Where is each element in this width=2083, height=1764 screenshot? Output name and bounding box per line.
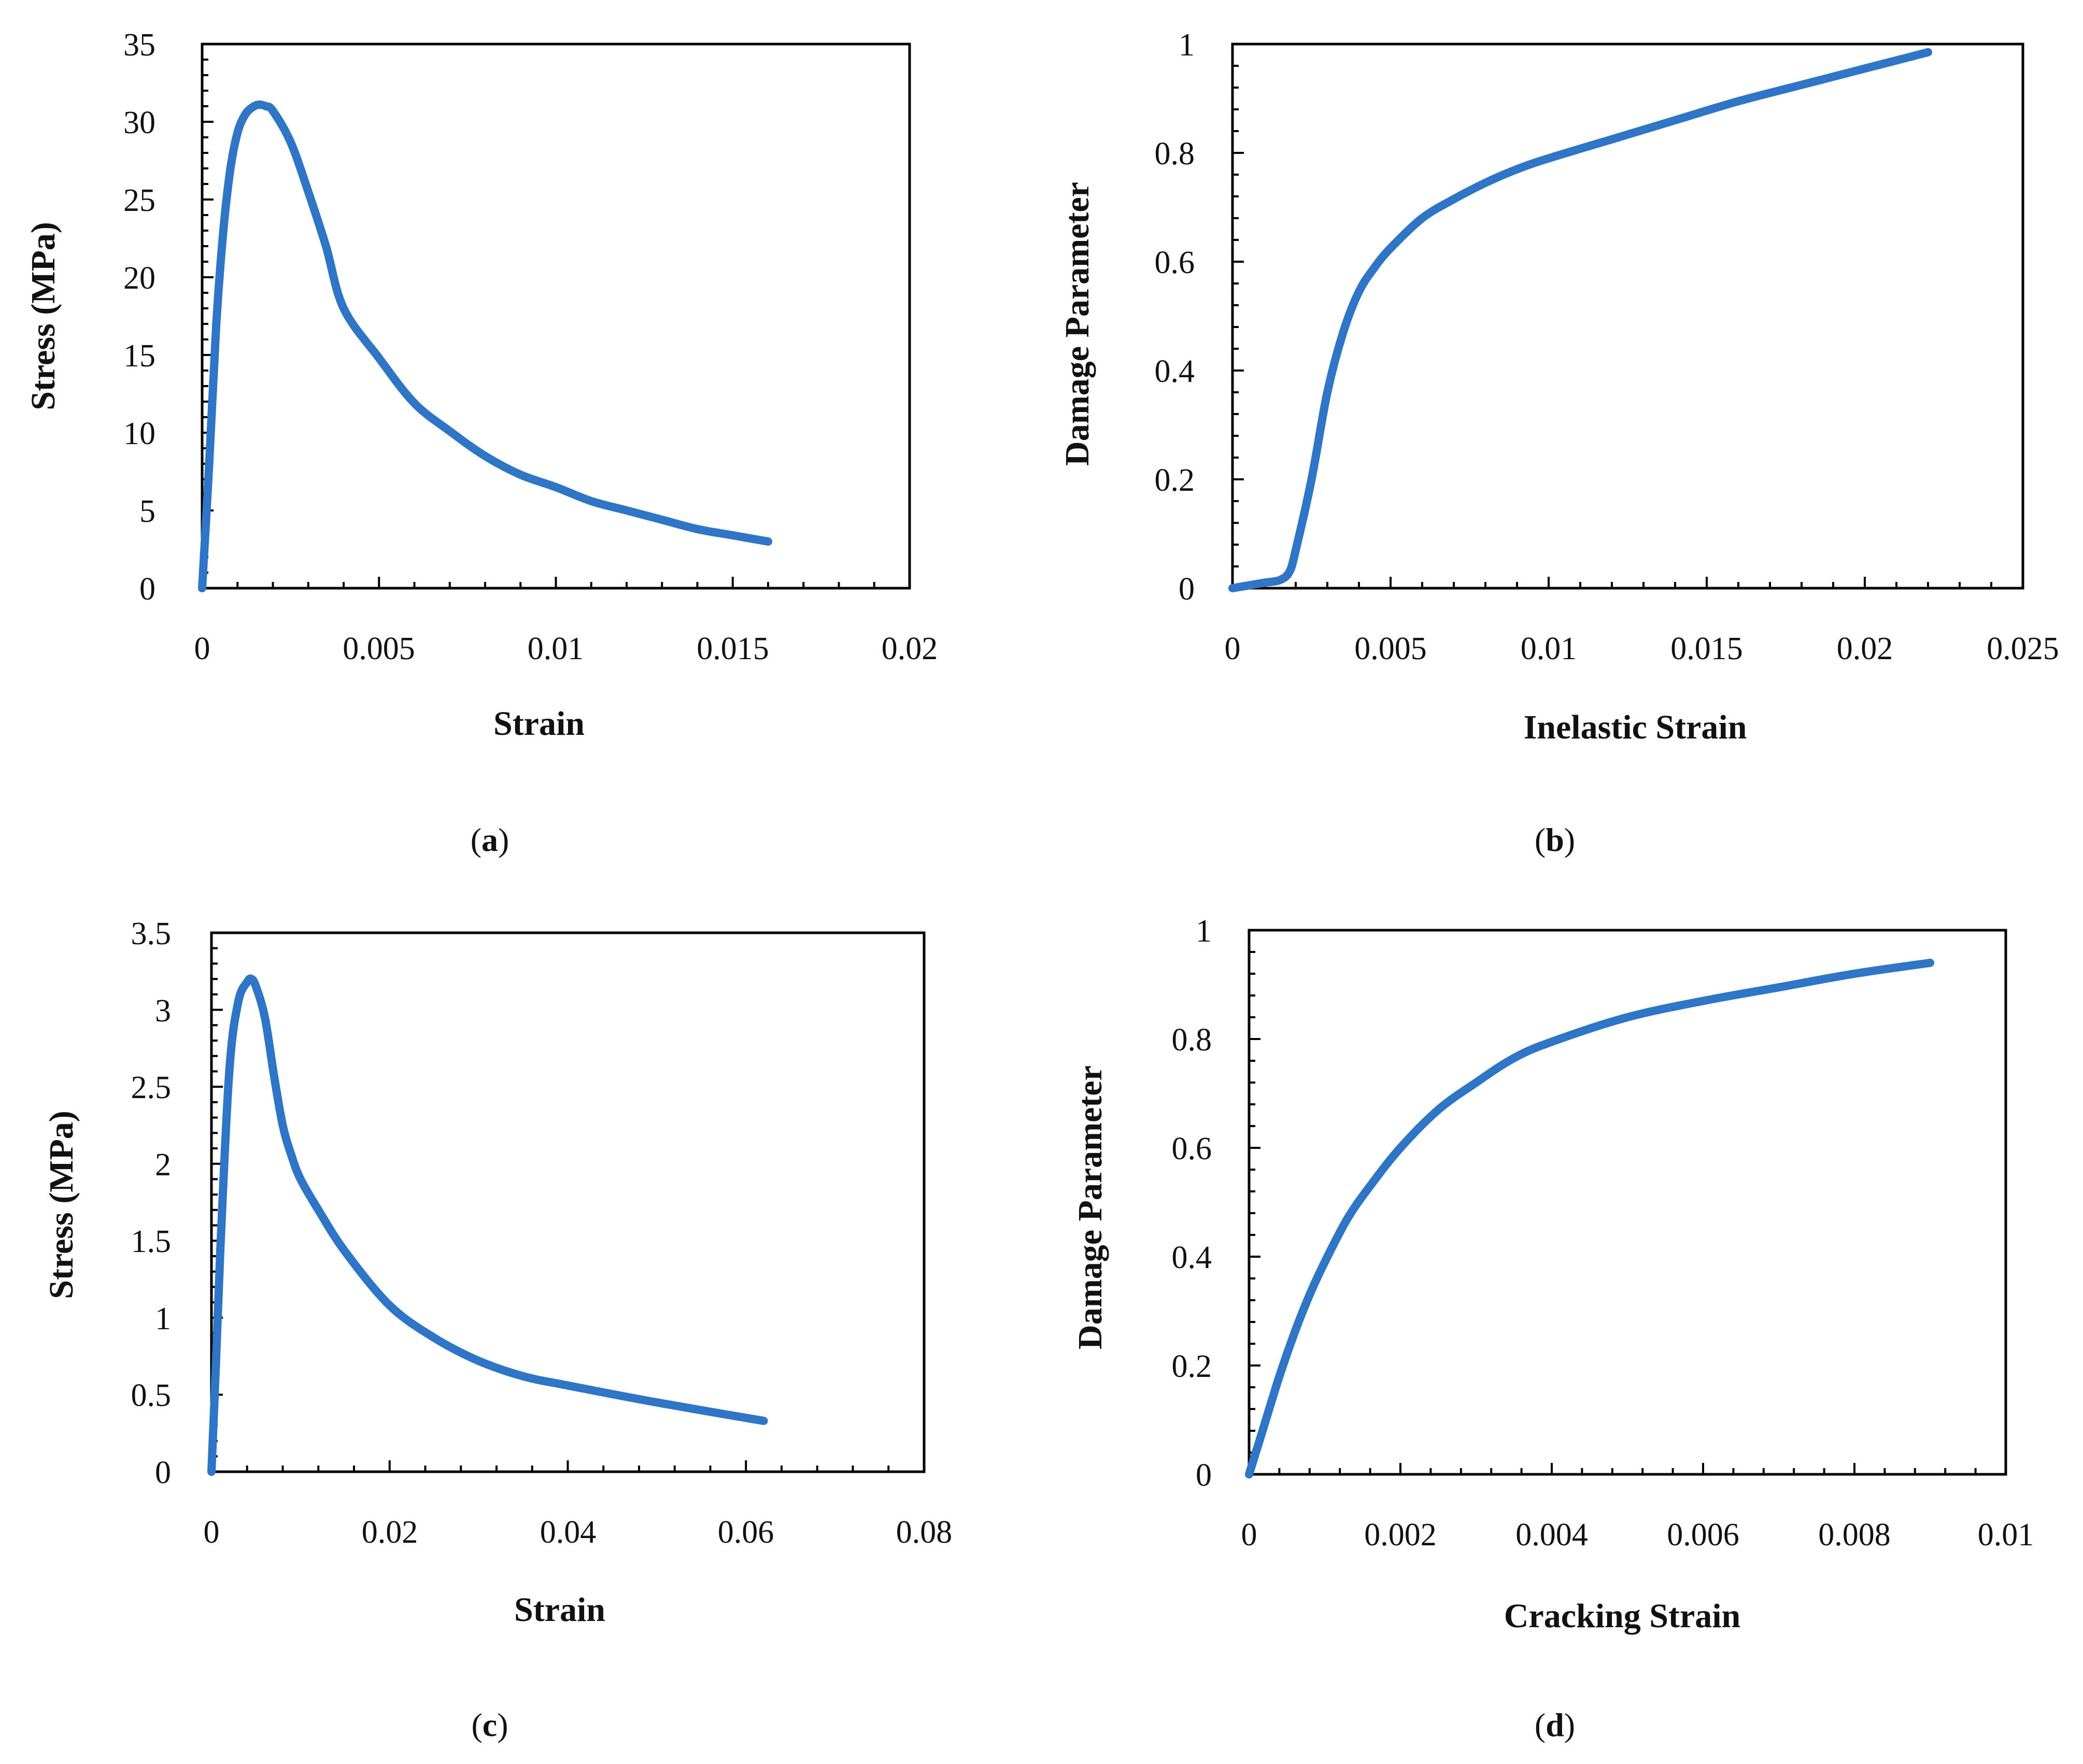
x-tick-label: 0.01: [1978, 1517, 2034, 1553]
x-tick-label: 0.004: [1515, 1517, 1588, 1553]
x-tick-label: 0.002: [1364, 1517, 1437, 1553]
y-tick-label: 1: [1196, 914, 1212, 949]
plot-area-frame: [1248, 929, 2007, 1476]
y-tick-label: 25: [123, 183, 155, 218]
y-axis-title: Damage Parameter: [1071, 1065, 1109, 1349]
plot-area-frame: [201, 42, 911, 590]
x-tick-label: 0.06: [718, 1515, 774, 1550]
x-tick-label: 0: [1241, 1517, 1257, 1553]
x-tick-label: 0.015: [697, 631, 769, 666]
y-tick-label: 0: [139, 572, 155, 607]
y-tick-label: 2.5: [131, 1070, 172, 1105]
x-tick-label: 0.006: [1667, 1517, 1739, 1553]
series-line: [1228, 48, 1932, 592]
y-tick-label: 0.4: [1155, 354, 1195, 389]
y-tick-label: 1: [1179, 27, 1195, 63]
x-tick-label: 0.005: [1354, 631, 1427, 666]
x-tick-label: 0: [204, 1515, 220, 1550]
panel-b: 0 0.2 0.4 0.6 0.8 1 0 0.005 0.01 0.015 0…: [1058, 27, 2059, 858]
y-axis-title: Stress (MPa): [24, 222, 62, 410]
y-tick-label: 0.6: [1155, 245, 1195, 280]
panel-label: (c): [471, 1706, 508, 1743]
series-line: [1245, 959, 1934, 1478]
x-axis-title: Strain: [514, 1591, 605, 1629]
x-tick-label: 0: [1225, 631, 1241, 666]
y-tick-label: 1.5: [131, 1224, 172, 1259]
y-tick-label: 30: [123, 105, 155, 140]
y-tick-label: 35: [123, 27, 155, 63]
x-tick-label: 0.04: [540, 1515, 597, 1550]
y-tick-label: 10: [123, 416, 155, 451]
x-tick-label: 0.02: [362, 1515, 418, 1550]
y-tick-label: 0: [155, 1455, 171, 1490]
y-tick-label: 1: [155, 1301, 171, 1336]
panel-label: (d): [1535, 1706, 1575, 1743]
y-tick-label: 20: [123, 261, 155, 296]
plot-area-frame: [1231, 42, 2024, 590]
y-axis-title: Damage Parameter: [1058, 182, 1096, 466]
y-tick-label: 0.5: [131, 1378, 172, 1413]
y-tick-label: 3.5: [131, 916, 172, 951]
y-tick-label: 0.4: [1172, 1240, 1212, 1275]
x-tick-label: 0.02: [1837, 631, 1893, 666]
x-tick-label: 0.08: [896, 1515, 953, 1550]
panel-label: (b): [1535, 821, 1575, 858]
panel-label: (a): [471, 821, 509, 858]
x-tick-label: 0.01: [1521, 631, 1577, 666]
y-tick-label: 2: [155, 1147, 171, 1183]
x-tick-label: 0.02: [882, 631, 938, 666]
y-tick-label: 0.2: [1172, 1349, 1212, 1384]
series-line: [207, 974, 768, 1476]
x-tick-label: 0.01: [528, 631, 584, 666]
x-tick-label: 0.025: [1987, 631, 2059, 666]
y-tick-label: 0.8: [1172, 1022, 1212, 1058]
panel-a: 0 5 10 15 20 25 30 35 0 0.005 0.01 0.015…: [24, 27, 938, 858]
x-tick-label: 0.015: [1670, 631, 1743, 666]
y-tick-label: 0.2: [1155, 463, 1195, 498]
x-tick-label: 0.008: [1818, 1517, 1891, 1553]
x-axis-title: Inelastic Strain: [1524, 708, 1747, 746]
y-tick-label: 15: [123, 338, 155, 374]
x-tick-label: 0.005: [343, 631, 415, 666]
panel-d: 0 0.2 0.4 0.6 0.8 1 0 0.002 0.004 0.006 …: [1071, 914, 2034, 1743]
y-tick-label: 0: [1179, 572, 1195, 607]
y-tick-label: 0: [1196, 1458, 1212, 1493]
y-tick-label: 5: [139, 494, 155, 529]
y-tick-label: 0.6: [1172, 1131, 1212, 1166]
y-axis-title: Stress (MPa): [42, 1111, 80, 1299]
y-tick-label: 3: [155, 993, 171, 1029]
x-axis-title: Strain: [493, 705, 585, 743]
x-tick-label: 0: [194, 631, 210, 666]
axis-ticks: [201, 43, 911, 589]
y-tick-label: 0.8: [1155, 136, 1195, 172]
x-axis-title: Cracking Strain: [1504, 1597, 1741, 1635]
series-line: [198, 100, 772, 592]
panel-c: 0 0.5 1 1.5 2 2.5 3 3.5 0 0.02 0.04 0.06…: [42, 916, 952, 1743]
